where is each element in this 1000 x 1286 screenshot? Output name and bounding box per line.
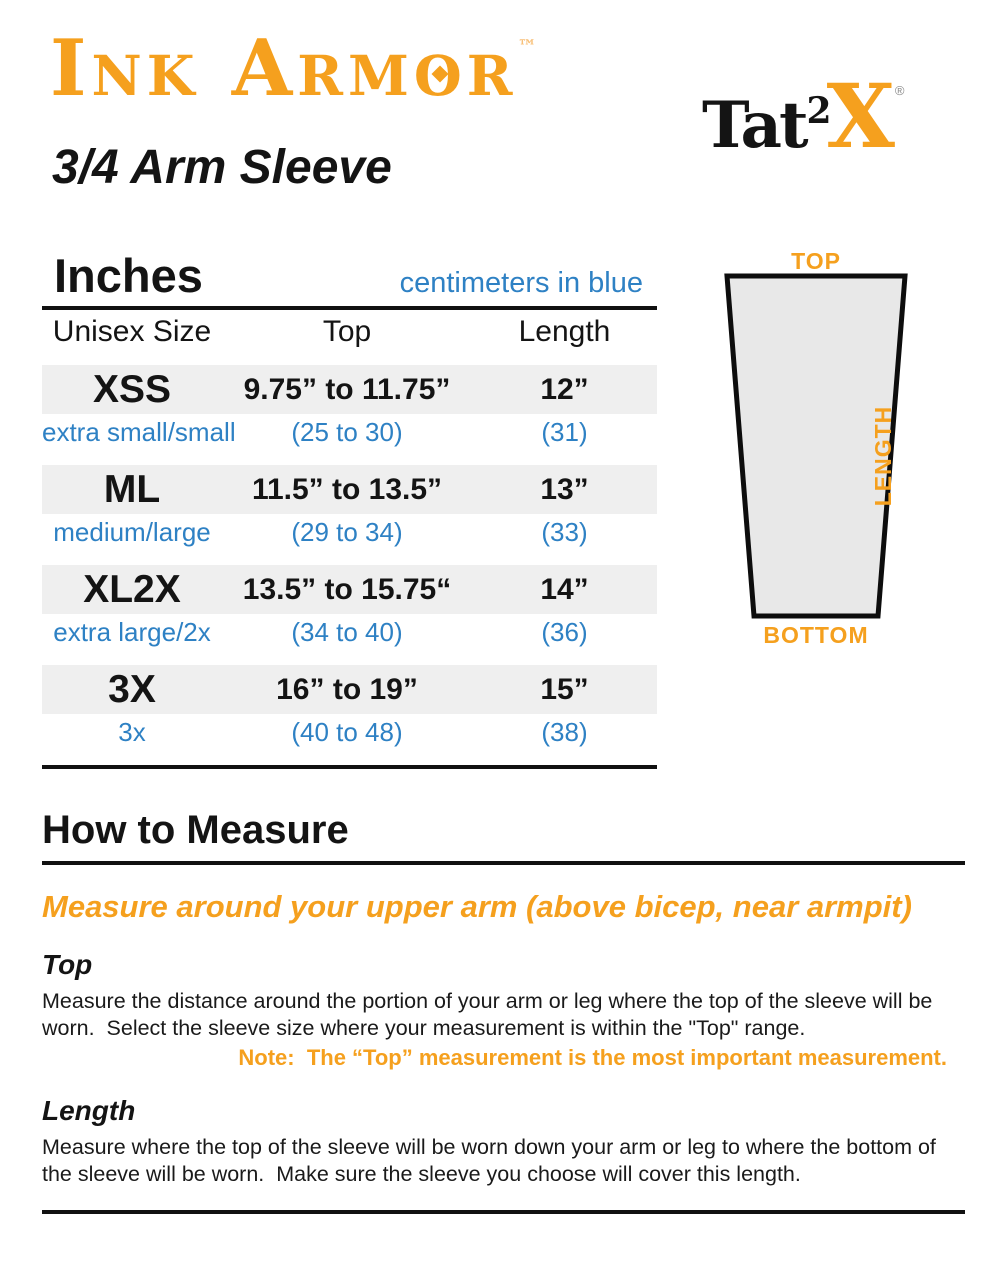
row-main: 3X 16” to 19” 15” bbox=[42, 665, 657, 714]
column-header-top: Top bbox=[322, 315, 372, 348]
size-chart: Inches centimeters in blue Unisex Size T… bbox=[42, 248, 657, 769]
sleeve-shape bbox=[724, 273, 908, 619]
tat2x-logo: Tat2X® bbox=[702, 64, 904, 168]
how-to-measure-section: How to Measure Measure around your upper… bbox=[42, 808, 965, 1215]
size-cell: ML bbox=[103, 467, 161, 511]
size-row-ml: ML 11.5” to 13.5” 13” medium/large (29 t… bbox=[42, 465, 657, 550]
row-centimeters: extra small/small (25 to 30) (31) bbox=[42, 414, 657, 450]
top-range-cell: 9.75” to 11.75” bbox=[243, 372, 451, 406]
top-heading: Top bbox=[42, 949, 93, 980]
top-instructions: Measure the distance around the portion … bbox=[42, 989, 939, 1041]
sleeve-bottom-label: BOTTOM bbox=[763, 622, 869, 648]
length-cell: 15” bbox=[540, 672, 589, 706]
row-centimeters: extra large/2x (34 to 40) (36) bbox=[42, 614, 657, 650]
size-cm-cell: 3x bbox=[118, 716, 146, 747]
ink-armor-logo: Ink Armor™ bbox=[50, 30, 536, 108]
length-heading: Length bbox=[42, 1095, 136, 1127]
length-cell: 13” bbox=[540, 472, 589, 506]
sleeve-top-label: TOP bbox=[791, 248, 841, 274]
brand-letter-o: o bbox=[414, 30, 467, 108]
size-cm-cell: extra small/small bbox=[42, 416, 236, 447]
length-cell: 14” bbox=[540, 572, 589, 606]
how-to-measure-title: How to Measure bbox=[42, 808, 349, 852]
size-row-xss: XSS 9.75” to 11.75” 12” extra small/smal… bbox=[42, 365, 657, 450]
row-main: XSS 9.75” to 11.75” 12” bbox=[42, 365, 657, 414]
size-cm-cell: extra large/2x bbox=[53, 616, 211, 647]
size-cell: 3X bbox=[108, 667, 156, 711]
column-header-size: Unisex Size bbox=[52, 315, 212, 348]
measure-highlight: Measure around your upper arm (above bic… bbox=[42, 889, 912, 924]
length-cm-cell: (38) bbox=[541, 716, 588, 747]
column-headers: Unisex Size Top Length bbox=[42, 315, 657, 349]
brand-text-end: r bbox=[466, 23, 518, 114]
tat2x-tat: Tat bbox=[702, 88, 809, 163]
length-cm-cell: (33) bbox=[541, 516, 588, 547]
size-row-3x: 3X 16” to 19” 15” 3x (40 to 48) (38) bbox=[42, 665, 657, 750]
page-bottom-divider bbox=[42, 1210, 965, 1215]
row-centimeters: 3x (40 to 48) (38) bbox=[42, 714, 657, 750]
length-cm-cell: (31) bbox=[541, 416, 588, 447]
units-row: Inches centimeters in blue bbox=[42, 248, 657, 303]
row-main: XL2X 13.5” to 15.75“ 14” bbox=[42, 565, 657, 614]
top-range-cm-cell: (25 to 30) bbox=[291, 416, 403, 447]
size-cell: XSS bbox=[92, 367, 172, 411]
tat2x-x: X bbox=[826, 64, 895, 168]
tat2x-two: 2 bbox=[806, 90, 832, 132]
size-row-xl2x: XL2X 13.5” to 15.75“ 14” extra large/2x … bbox=[42, 565, 657, 650]
sleeve-length-label: LENGTH bbox=[870, 405, 896, 507]
length-cm-cell: (36) bbox=[541, 616, 588, 647]
length-cell: 12” bbox=[540, 372, 589, 406]
registered-symbol: ® bbox=[894, 83, 905, 98]
product-title: 3/4 Arm Sleeve bbox=[52, 141, 392, 194]
top-range-cell: 11.5” to 13.5” bbox=[251, 472, 443, 506]
top-range-cm-cell: (34 to 40) bbox=[291, 616, 403, 647]
brand-text-start: Ink Arm bbox=[50, 23, 414, 114]
column-header-length: Length bbox=[518, 315, 611, 348]
top-range-cm-cell: (29 to 34) bbox=[291, 516, 403, 547]
length-instructions: Measure where the top of the sleeve will… bbox=[42, 1135, 942, 1187]
chart-rows: XSS 9.75” to 11.75” 12” extra small/smal… bbox=[42, 365, 657, 750]
top-range-cm-cell: (40 to 48) bbox=[291, 716, 403, 747]
units-label: Inches bbox=[54, 249, 203, 302]
top-range-cell: 16” to 19” bbox=[276, 672, 418, 706]
howto-divider bbox=[42, 861, 965, 865]
size-cm-cell: medium/large bbox=[53, 516, 211, 547]
row-main: ML 11.5” to 13.5” 13” bbox=[42, 465, 657, 514]
units-note: centimeters in blue bbox=[399, 267, 643, 299]
top-range-cell: 13.5” to 15.75“ bbox=[242, 572, 452, 606]
chart-top-divider bbox=[42, 306, 657, 310]
sleeve-diagram: TOP LENGTH BOTTOM bbox=[700, 240, 932, 660]
top-note: Note: The “Top” measurement is the most … bbox=[238, 1045, 947, 1071]
trademark-symbol: ™ bbox=[517, 36, 537, 58]
row-centimeters: medium/large (29 to 34) (33) bbox=[42, 514, 657, 550]
chart-bottom-divider bbox=[42, 765, 657, 769]
size-cell: XL2X bbox=[83, 567, 181, 611]
